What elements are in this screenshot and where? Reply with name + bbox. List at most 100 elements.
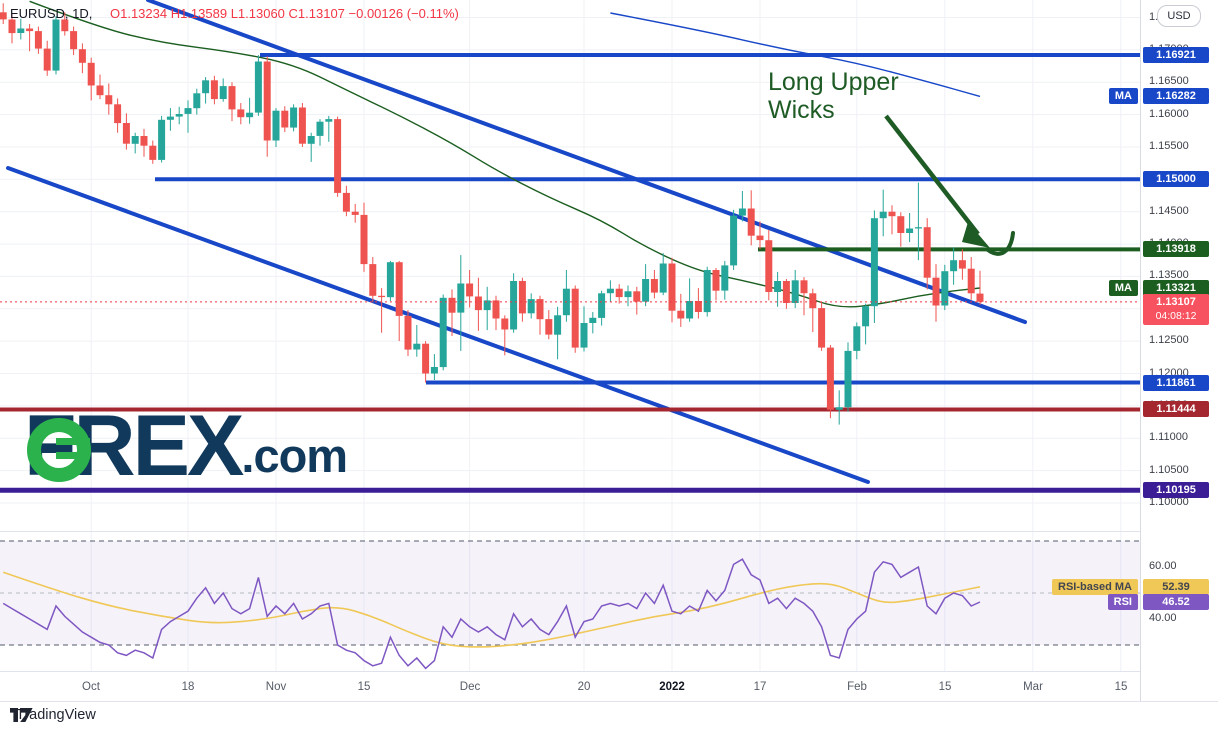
candle-body [228,86,236,110]
candle-body [712,270,720,291]
time-tick[interactable]: Feb [847,681,867,693]
chart-bottom-border [0,701,1218,702]
candle-body [721,265,729,291]
forex-com-watermark: F REX .com [24,398,348,494]
time-axis-divider [0,671,1218,672]
rsi-line[interactable] [2,558,981,670]
candle-body [756,235,764,241]
symbol-title[interactable]: EURUSD, 1D, [10,6,93,21]
candle-body [0,12,7,20]
time-tick[interactable]: Dec [459,681,481,693]
candle-body [650,279,658,293]
candle-body [730,215,738,266]
tradingview-logo[interactable]: TradingView [10,707,96,723]
symbol-legend[interactable]: EURUSD, 1D, O1.13234 H1.13589 L1.13060 C… [10,6,459,21]
candle-body [703,270,711,313]
time-tick[interactable]: 20 [577,681,591,693]
candle-body [413,343,421,350]
price-axis-pill: 1.11444 [1143,401,1209,417]
candle-body [342,192,350,212]
trendline[interactable] [6,166,870,484]
annotation-text[interactable]: Long Upper Wicks [768,68,899,124]
price-axis-pill: 1.16282 [1143,88,1209,104]
candle-body [254,61,262,113]
price-axis[interactable]: 1.100001.105001.110001.115001.120001.125… [1140,0,1218,701]
price-pane[interactable] [0,0,1140,531]
trendline[interactable] [146,0,1027,324]
rsi-pane[interactable] [0,531,1140,671]
candle-body [158,119,166,160]
candle-body [624,291,632,298]
ma-slow-line[interactable] [610,12,981,98]
candle-body [26,28,34,32]
candle-body [70,31,78,50]
candle-body [52,19,60,71]
candle-body [166,116,174,120]
candle-body [325,119,333,122]
candle-body [422,343,430,374]
currency-unit-button[interactable]: USD [1157,5,1201,27]
time-tick[interactable]: Nov [265,681,287,693]
candle-body [950,260,958,272]
time-tick[interactable]: 15 [1114,681,1128,693]
price-tick: 1.14500 [1149,205,1189,217]
price-tick: 1.10000 [1149,496,1189,508]
ma-fast-line[interactable] [29,0,981,308]
time-tick[interactable]: 15 [357,681,371,693]
candle-body [360,214,368,265]
candle-body [131,136,139,144]
price-tick: 1.12500 [1149,334,1189,346]
candle-body [589,317,597,323]
candle-body [351,211,359,215]
candle-body [87,62,95,86]
candle-body [210,80,218,100]
candle-body [844,350,852,408]
pane-divider[interactable] [0,531,1218,532]
candle-body [694,301,702,312]
candle-body [897,216,905,233]
candle-body [175,114,183,117]
time-tick[interactable]: Oct [82,681,100,693]
rsi-ma-line[interactable] [2,571,981,648]
candle-body [43,48,51,71]
candle-body [580,323,588,348]
candle-body [668,263,676,311]
candle-body [202,80,210,94]
candle-body [598,293,606,318]
candle-body [272,110,280,141]
candle-body [870,218,878,307]
ma-prefix-pill: MA [1108,88,1138,104]
ma-prefix-pill: MA [1108,280,1138,296]
candle-body [395,262,403,316]
candle-body [430,367,438,374]
candle-body [61,19,69,32]
candle-body [782,281,790,303]
time-tick[interactable]: Mar [1023,681,1043,693]
time-tick[interactable]: 18 [181,681,195,693]
candle-body [8,19,16,34]
candles[interactable] [0,3,984,425]
tradingview-mark-icon [10,707,33,722]
candle-body [448,297,456,313]
candle-body [501,318,509,330]
time-tick[interactable]: 2022 [659,681,685,693]
price-axis-pill: 1.15000 [1143,171,1209,187]
time-tick[interactable]: 17 [753,681,767,693]
time-axis[interactable]: Oct 18 Nov 15 Dec 20 2022 17 Feb 15 Mar 15 [0,672,1140,701]
candle-body [149,145,157,160]
candle-body [642,279,650,302]
candle-body [281,110,289,128]
candle-body [932,277,940,306]
annotation-arrow[interactable] [884,114,980,236]
price-axis-pill: 1.13321 [1143,280,1209,296]
time-tick[interactable]: 15 [938,681,952,693]
price-tick: 1.11000 [1149,431,1188,443]
candle-body [967,268,975,294]
candle-body [263,61,271,141]
candle-body [457,283,465,313]
rsi-tick: 40.00 [1149,612,1177,624]
price-tick: 1.16500 [1149,75,1189,87]
watermark-com: .com [241,429,348,482]
watermark-rex: REX [73,398,245,494]
